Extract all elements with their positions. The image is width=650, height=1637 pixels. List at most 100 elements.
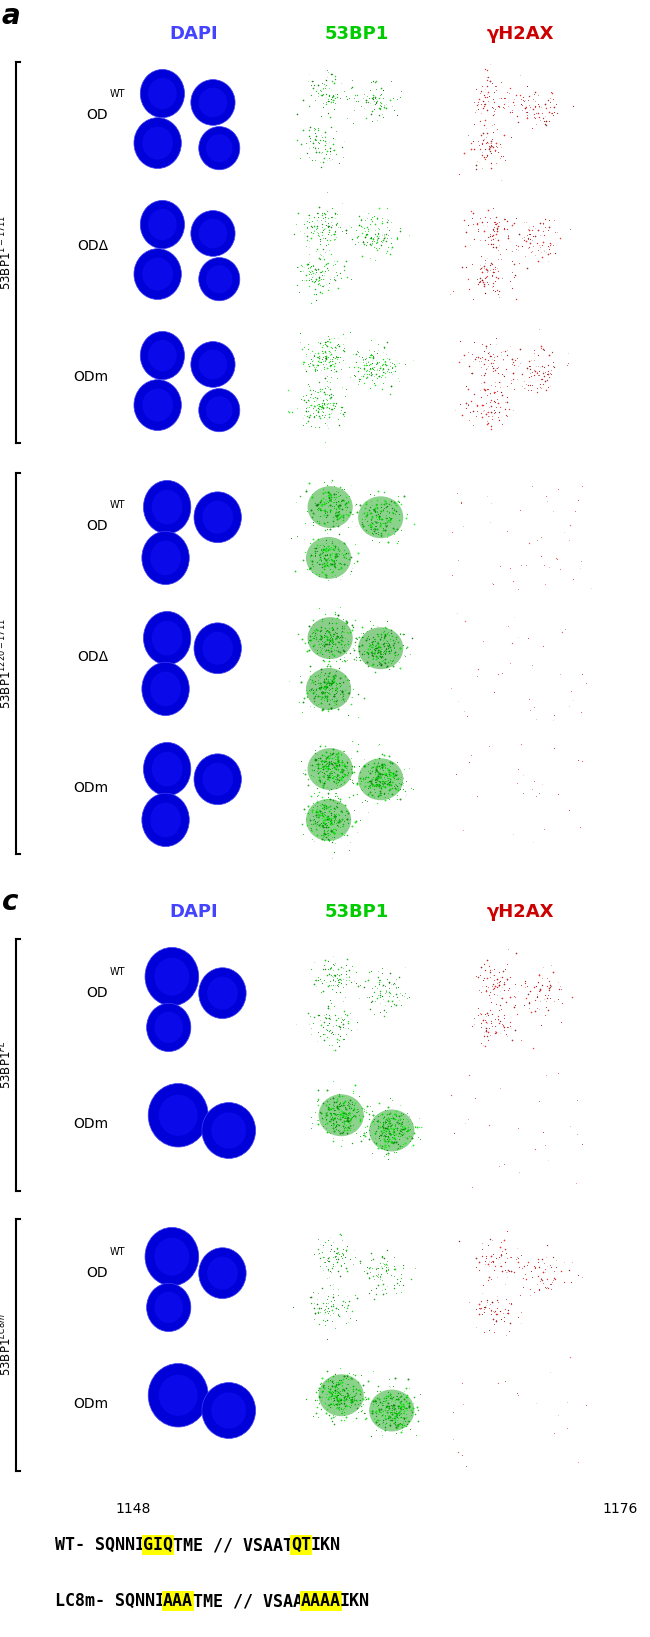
Ellipse shape [155,958,189,995]
Ellipse shape [151,620,183,655]
Ellipse shape [199,88,228,118]
Ellipse shape [199,1247,246,1298]
Ellipse shape [318,1375,364,1416]
Ellipse shape [202,1383,255,1439]
Ellipse shape [142,663,189,715]
Ellipse shape [307,486,353,529]
Ellipse shape [154,1292,183,1323]
Text: γH2AX: γH2AX [486,25,554,43]
Ellipse shape [134,249,181,300]
Ellipse shape [306,668,351,710]
Text: ODΔ: ODΔ [77,239,109,254]
Ellipse shape [194,622,241,674]
Ellipse shape [148,1364,208,1427]
Ellipse shape [202,763,233,796]
Ellipse shape [134,380,181,431]
Text: OD: OD [86,519,109,534]
Ellipse shape [199,967,246,1018]
Ellipse shape [306,799,351,841]
Ellipse shape [148,79,177,110]
Ellipse shape [150,802,181,837]
Text: WT- SQNNI: WT- SQNNI [55,1536,145,1554]
Ellipse shape [202,1103,255,1159]
Ellipse shape [142,532,189,584]
Text: DAPI: DAPI [170,904,218,922]
Ellipse shape [211,1393,246,1429]
Text: ODm: ODm [73,781,109,796]
Text: ODm: ODm [73,1116,109,1131]
Ellipse shape [150,540,181,575]
Ellipse shape [202,632,233,665]
Text: OD: OD [86,108,109,123]
Ellipse shape [145,948,199,1005]
Text: IKN: IKN [311,1536,341,1554]
Text: c: c [2,887,18,917]
Text: 53BP1$^{1-1711}$: 53BP1$^{1-1711}$ [0,214,14,290]
Text: WT: WT [110,499,125,509]
Ellipse shape [145,1228,199,1285]
Text: TME // VSAA: TME // VSAA [192,1593,303,1611]
Ellipse shape [358,627,403,670]
Ellipse shape [206,396,233,424]
Ellipse shape [144,480,191,534]
Ellipse shape [206,134,233,162]
Ellipse shape [159,1095,198,1136]
Text: OD: OD [86,1265,109,1280]
Text: 1148: 1148 [115,1501,150,1516]
Ellipse shape [140,200,185,249]
Ellipse shape [148,340,177,372]
Text: 53BP1$^{FL}$: 53BP1$^{FL}$ [0,1041,14,1089]
Ellipse shape [307,748,353,791]
Ellipse shape [369,1110,414,1151]
Ellipse shape [142,388,173,422]
Ellipse shape [358,496,403,539]
Text: LC8m- SQNNI: LC8m- SQNNI [55,1593,165,1611]
Ellipse shape [191,211,235,257]
Text: ODm: ODm [73,370,109,385]
Ellipse shape [147,1283,191,1331]
Ellipse shape [150,671,181,706]
Ellipse shape [199,257,240,301]
Text: 53BP1$^{LC8m}$: 53BP1$^{LC8m}$ [0,1313,14,1377]
Ellipse shape [306,537,351,579]
Text: γH2AX: γH2AX [486,904,554,922]
Ellipse shape [369,1390,414,1431]
Ellipse shape [159,1375,198,1416]
Ellipse shape [211,1112,246,1149]
Text: 1176: 1176 [603,1501,638,1516]
Text: 53BP1: 53BP1 [325,25,389,43]
Ellipse shape [191,80,235,126]
Ellipse shape [199,126,240,170]
Ellipse shape [318,1094,364,1136]
Ellipse shape [142,794,189,846]
Text: ODm: ODm [73,1396,109,1411]
Text: 53BP1: 53BP1 [325,904,389,922]
Ellipse shape [148,210,177,241]
Text: WT: WT [110,966,125,977]
Ellipse shape [151,751,183,786]
Text: GIQ: GIQ [144,1536,174,1554]
Ellipse shape [206,265,233,293]
Ellipse shape [154,1012,183,1043]
Text: DAPI: DAPI [170,25,218,43]
Ellipse shape [199,219,228,249]
Ellipse shape [207,977,238,1010]
Text: OD: OD [86,985,109,1000]
Ellipse shape [148,1084,208,1148]
Ellipse shape [194,755,241,805]
Ellipse shape [191,342,235,388]
Ellipse shape [144,743,191,796]
Text: ODΔ: ODΔ [77,650,109,665]
Ellipse shape [199,388,240,432]
Text: QT: QT [291,1536,311,1554]
Ellipse shape [142,257,173,291]
Ellipse shape [202,501,233,534]
Ellipse shape [207,1257,238,1290]
Text: a: a [2,2,21,29]
Ellipse shape [358,758,403,800]
Ellipse shape [307,617,353,660]
Text: WT: WT [110,88,125,98]
Ellipse shape [151,489,183,524]
Ellipse shape [155,1238,189,1275]
Text: IKN: IKN [340,1593,370,1611]
